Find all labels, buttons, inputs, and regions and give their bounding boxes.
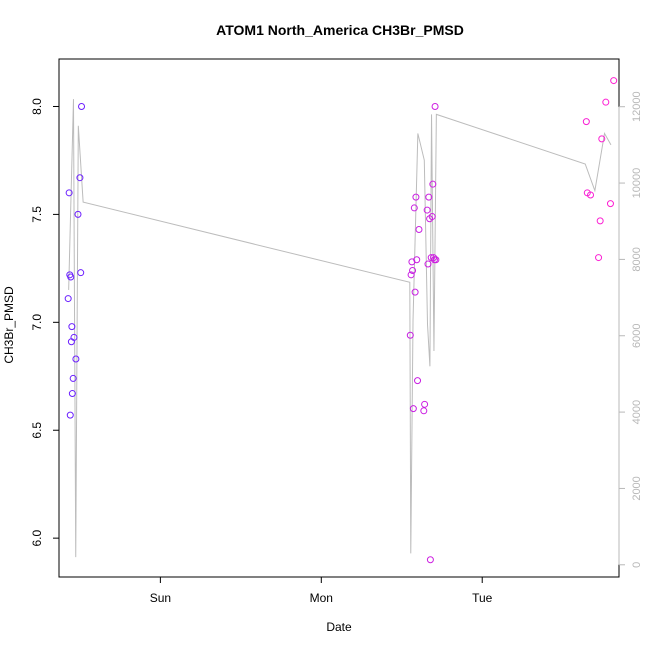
x-tick-label: Tue: [472, 591, 493, 605]
y-tick-label: 8.0: [30, 98, 44, 115]
secondary-series-line: [68, 99, 612, 558]
data-point: [431, 102, 439, 110]
data-point: [64, 295, 72, 303]
x-axis-label: Date: [326, 620, 352, 634]
data-point: [423, 206, 431, 214]
x-tick-label: Sun: [150, 591, 171, 605]
data-point: [70, 333, 78, 341]
y2-tick-label: 10000: [631, 168, 643, 199]
data-point: [66, 411, 74, 419]
data-point: [410, 204, 418, 212]
data-point: [65, 189, 73, 197]
data-point: [77, 269, 85, 277]
y2-tick-label: 2000: [631, 476, 643, 500]
y2-tick-label: 8000: [631, 247, 643, 271]
data-point: [414, 377, 422, 385]
y2-tick-label: 12000: [631, 91, 643, 122]
data-point: [74, 210, 82, 218]
points-layer: [64, 77, 618, 564]
y2-tick-label: 4000: [631, 400, 643, 424]
data-point: [610, 77, 618, 85]
data-point: [582, 118, 590, 126]
secondary-series-layer: [68, 99, 612, 558]
data-point: [412, 193, 420, 201]
data-point: [595, 254, 603, 262]
data-point: [587, 191, 595, 199]
data-point: [596, 217, 604, 225]
y-tick-label: 7.5: [30, 206, 44, 223]
y-tick-label: 6.5: [30, 422, 44, 439]
data-point: [409, 267, 417, 275]
data-point: [425, 193, 433, 201]
data-point: [428, 213, 436, 221]
data-point: [69, 374, 77, 382]
data-point: [406, 331, 414, 339]
y2-tick-label: 0: [631, 562, 643, 568]
data-point: [606, 200, 614, 208]
chart-title: ATOM1 North_America CH3Br_PMSD: [216, 22, 464, 38]
data-point: [420, 407, 428, 415]
y-tick-label: 6.0: [30, 529, 44, 546]
data-point: [68, 390, 76, 398]
data-point: [72, 355, 80, 363]
data-point: [413, 256, 421, 264]
data-point: [67, 273, 75, 281]
data-point: [409, 405, 417, 413]
axes-layer: Sun Mon Tue 6.0 6.5 7.0 7.5 8.0 0 2000 4000 6000 800…: [30, 91, 643, 605]
data-point: [415, 226, 423, 234]
data-point: [432, 256, 440, 264]
y2-tick-label: 6000: [631, 324, 643, 348]
data-point: [78, 102, 86, 110]
data-point: [602, 98, 610, 106]
x-tick-label: Mon: [310, 591, 333, 605]
data-point: [421, 400, 429, 408]
data-point: [598, 135, 606, 143]
data-point: [426, 556, 434, 564]
y-axis-label: CH3Br_PMSD: [2, 286, 16, 364]
y-tick-label: 7.0: [30, 314, 44, 331]
data-point: [429, 180, 437, 188]
data-point: [68, 323, 76, 331]
data-point: [424, 260, 432, 268]
data-point: [407, 271, 415, 279]
data-point: [76, 174, 84, 182]
data-point: [411, 288, 419, 296]
